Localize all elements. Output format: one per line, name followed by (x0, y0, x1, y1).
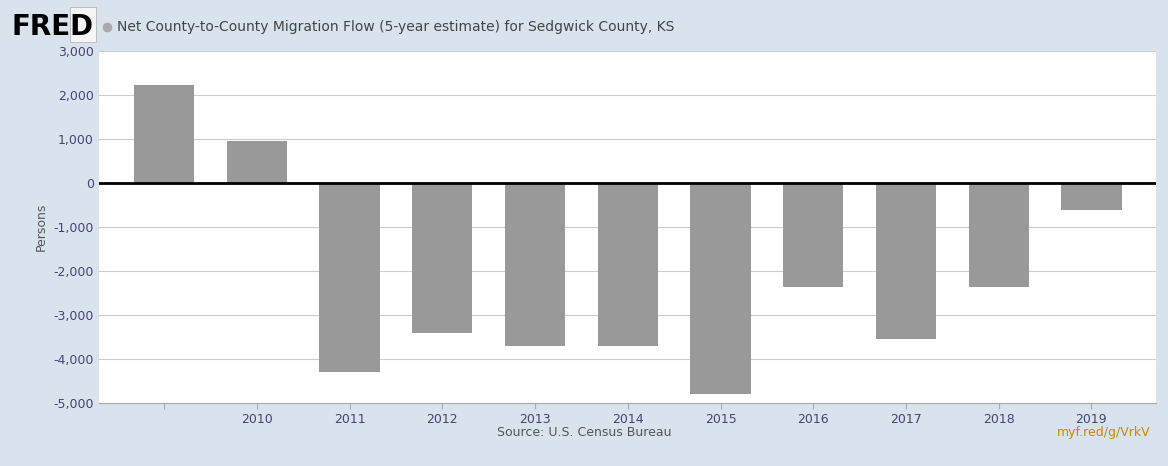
FancyBboxPatch shape (70, 7, 96, 41)
Bar (320, 183, 380, 372)
Y-axis label: Persons: Persons (35, 203, 48, 251)
Text: Net County-to-County Migration Flow (5-year estimate) for Sedgwick County, KS: Net County-to-County Migration Flow (5-y… (117, 20, 674, 34)
Bar (598, 183, 658, 346)
Text: FRED: FRED (12, 13, 93, 41)
Bar (505, 183, 565, 346)
Bar (876, 183, 936, 339)
Bar (134, 85, 194, 183)
Text: myf.red/g/VrkV: myf.red/g/VrkV (1057, 426, 1150, 439)
Bar (783, 183, 843, 287)
Bar (690, 183, 751, 394)
Bar (227, 141, 287, 183)
Text: Source: U.S. Census Bureau: Source: U.S. Census Bureau (496, 426, 672, 439)
Bar (412, 183, 473, 333)
Bar (968, 183, 1029, 287)
Bar (1062, 183, 1121, 210)
